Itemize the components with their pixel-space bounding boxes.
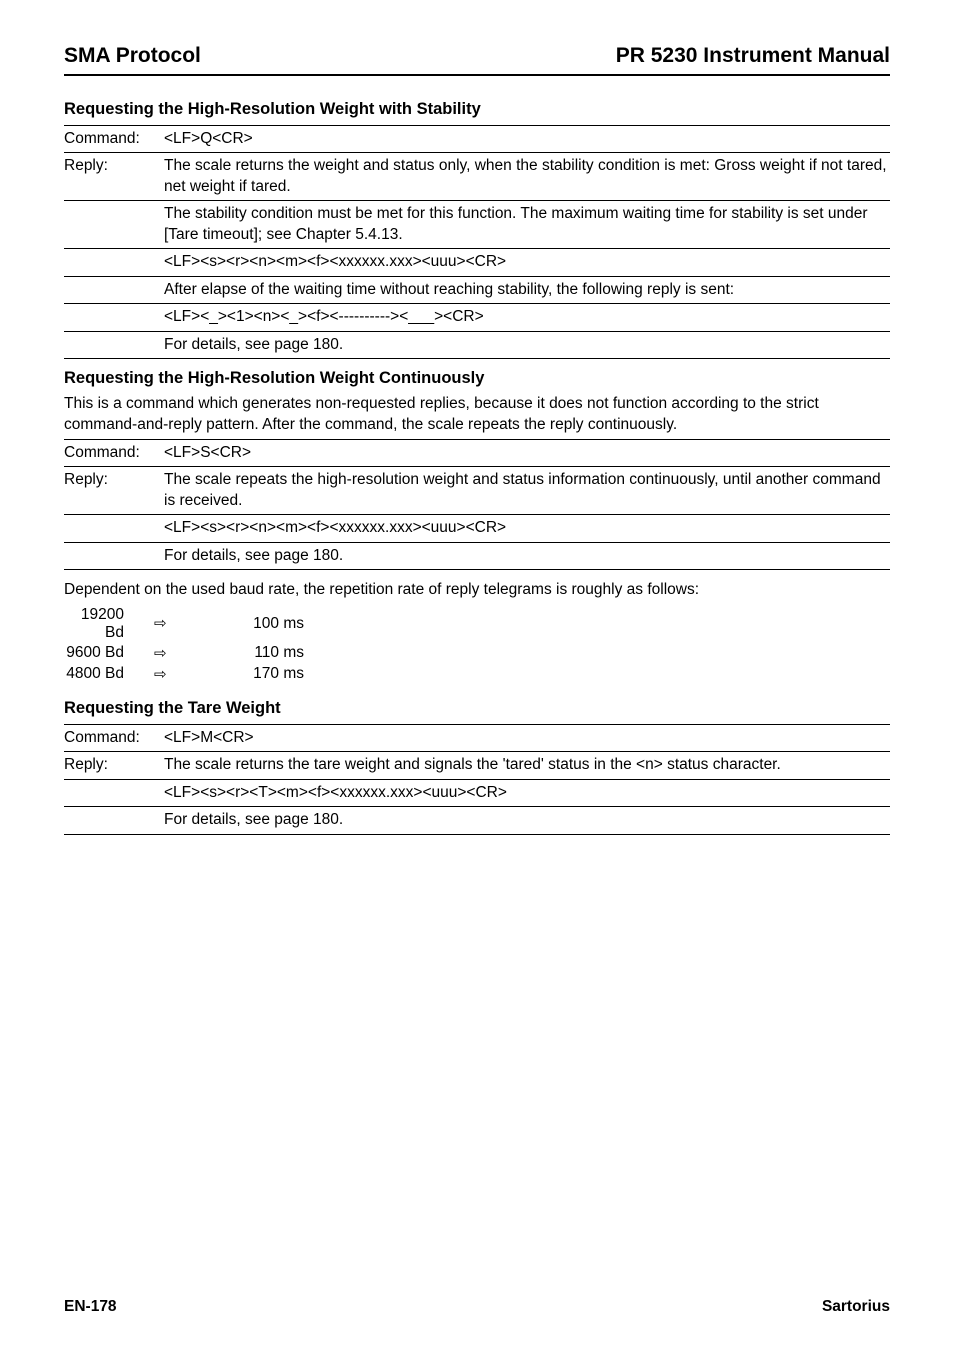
section1-table: Command:<LF>Q<CR> Reply:The scale return… — [64, 125, 890, 359]
header-left: SMA Protocol — [64, 44, 201, 68]
cell-label: Command: — [64, 126, 164, 153]
cell-text: <LF><s><r><n><m><f><xxxxxx.xxx><uuu><CR> — [164, 515, 890, 542]
table-row: Reply:The scale returns the weight and s… — [64, 153, 890, 201]
section3-table: Command:<LF>M<CR> Reply:The scale return… — [64, 724, 890, 835]
section3-heading: Requesting the Tare Weight — [64, 699, 890, 718]
table-row: For details, see page 180. — [64, 331, 890, 358]
cell-text: <LF><_><1><n><_><f><----------><___><CR> — [164, 304, 890, 331]
rate-row: 19200 Bd ⇨ 100 ms — [64, 605, 304, 643]
rate-bd: 9600 Bd — [64, 643, 154, 664]
cell-label — [64, 304, 164, 331]
rate-ms: 170 ms — [224, 664, 304, 685]
rate-bd: 19200 Bd — [64, 605, 154, 643]
footer-page-number: EN-178 — [64, 1298, 117, 1316]
table-row: Reply:The scale returns the tare weight … — [64, 752, 890, 779]
cell-text: The stability condition must be met for … — [164, 201, 890, 249]
header-right: PR 5230 Instrument Manual — [616, 44, 890, 68]
cell-text: For details, see page 180. — [164, 807, 890, 834]
cell-text: The scale repeats the high-resolution we… — [164, 467, 890, 515]
page: SMA Protocol PR 5230 Instrument Manual R… — [0, 0, 954, 1350]
table-row: After elapse of the waiting time without… — [64, 276, 890, 303]
table-row: For details, see page 180. — [64, 542, 890, 569]
table-row: Command:<LF>Q<CR> — [64, 126, 890, 153]
section2-table: Command:<LF>S<CR> Reply:The scale repeat… — [64, 439, 890, 570]
section1-heading: Requesting the High-Resolution Weight wi… — [64, 100, 890, 119]
cell-label — [64, 201, 164, 249]
cell-label: Command: — [64, 439, 164, 466]
section2-heading: Requesting the High-Resolution Weight Co… — [64, 369, 890, 388]
rate-ms: 110 ms — [224, 643, 304, 664]
table-row: For details, see page 180. — [64, 807, 890, 834]
cell-label: Reply: — [64, 153, 164, 201]
arrow-icon: ⇨ — [154, 645, 167, 662]
cell-label: Command: — [64, 724, 164, 751]
arrow-icon: ⇨ — [154, 666, 167, 683]
cell-text: <LF>Q<CR> — [164, 126, 890, 153]
cell-text: <LF><s><r><n><m><f><xxxxxx.xxx><uuu><CR> — [164, 249, 890, 276]
cell-label — [64, 779, 164, 806]
cell-text: <LF>M<CR> — [164, 724, 890, 751]
rate-row: 4800 Bd ⇨ 170 ms — [64, 664, 304, 685]
footer-brand: Sartorius — [822, 1298, 890, 1316]
cell-label — [64, 515, 164, 542]
cell-text: For details, see page 180. — [164, 542, 890, 569]
cell-label — [64, 807, 164, 834]
baud-rate-table: 19200 Bd ⇨ 100 ms 9600 Bd ⇨ 110 ms 4800 … — [64, 605, 304, 685]
table-row: The stability condition must be met for … — [64, 201, 890, 249]
rate-bd: 4800 Bd — [64, 664, 154, 685]
rate-ms: 100 ms — [224, 605, 304, 643]
table-row: Command:<LF>M<CR> — [64, 724, 890, 751]
page-header: SMA Protocol PR 5230 Instrument Manual — [64, 44, 890, 76]
cell-label — [64, 249, 164, 276]
table-row: <LF><_><1><n><_><f><----------><___><CR> — [64, 304, 890, 331]
rate-row: 9600 Bd ⇨ 110 ms — [64, 643, 304, 664]
table-row: Reply:The scale repeats the high-resolut… — [64, 467, 890, 515]
cell-text: The scale returns the weight and status … — [164, 153, 890, 201]
cell-label — [64, 542, 164, 569]
cell-text: For details, see page 180. — [164, 331, 890, 358]
cell-text: The scale returns the tare weight and si… — [164, 752, 890, 779]
cell-text: After elapse of the waiting time without… — [164, 276, 890, 303]
page-footer: EN-178 Sartorius — [64, 1298, 890, 1316]
table-row: <LF><s><r><T><m><f><xxxxxx.xxx><uuu><CR> — [64, 779, 890, 806]
cell-label: Reply: — [64, 467, 164, 515]
table-row: <LF><s><r><n><m><f><xxxxxx.xxx><uuu><CR> — [64, 249, 890, 276]
section2-intro: This is a command which generates non-re… — [64, 394, 890, 435]
section2-dependent: Dependent on the used baud rate, the rep… — [64, 580, 890, 600]
cell-text: <LF>S<CR> — [164, 439, 890, 466]
cell-text: <LF><s><r><T><m><f><xxxxxx.xxx><uuu><CR> — [164, 779, 890, 806]
arrow-icon: ⇨ — [154, 615, 167, 632]
cell-label — [64, 331, 164, 358]
cell-label: Reply: — [64, 752, 164, 779]
table-row: <LF><s><r><n><m><f><xxxxxx.xxx><uuu><CR> — [64, 515, 890, 542]
cell-label — [64, 276, 164, 303]
table-row: Command:<LF>S<CR> — [64, 439, 890, 466]
